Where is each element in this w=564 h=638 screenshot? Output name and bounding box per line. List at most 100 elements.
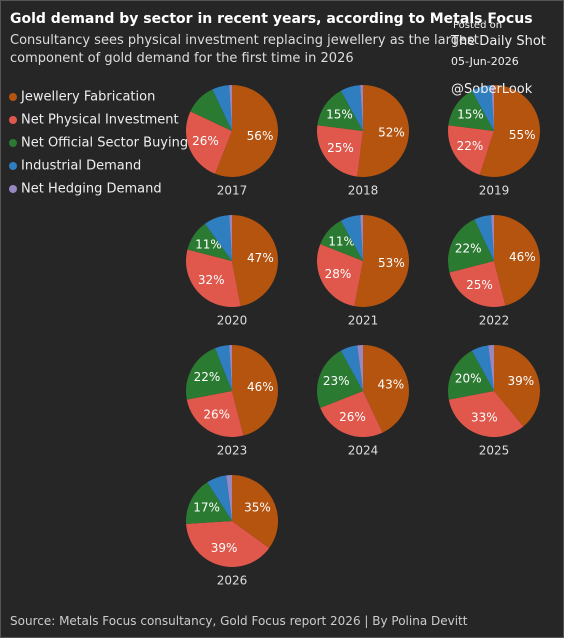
pie-slice xyxy=(449,261,506,308)
value-label: 26% xyxy=(192,134,219,148)
pie-slice xyxy=(340,215,363,261)
value-label: 39% xyxy=(507,374,534,388)
watermark: The Daily Shot xyxy=(451,34,546,49)
pie-slice xyxy=(190,89,232,131)
value-label: 23% xyxy=(323,374,350,388)
pie-slice xyxy=(471,85,494,131)
pie-slice xyxy=(229,345,232,391)
pie-slice xyxy=(340,85,363,131)
pie-label: 2021 xyxy=(348,314,379,328)
value-label: 43% xyxy=(377,377,404,391)
pie-slice xyxy=(471,345,494,391)
pie-slice xyxy=(447,219,494,273)
pie-label: 2018 xyxy=(348,184,379,198)
value-label: 15% xyxy=(326,107,353,121)
pie-slice xyxy=(474,215,494,261)
legend-label: Industrial Demand xyxy=(21,159,141,174)
pie-slice xyxy=(232,475,278,549)
value-label: 11% xyxy=(195,237,222,251)
pie-slice xyxy=(363,345,409,433)
pie-label: 2025 xyxy=(479,444,510,458)
watermark: Posted on xyxy=(453,20,503,31)
pie-slice xyxy=(187,223,232,261)
pie-slice xyxy=(317,350,363,408)
value-label: 25% xyxy=(466,278,493,292)
pie-slice xyxy=(491,85,494,131)
value-label: 26% xyxy=(339,410,366,424)
pie-label: 2017 xyxy=(217,184,248,198)
value-label: 33% xyxy=(471,410,498,424)
pie-slice xyxy=(448,125,494,175)
pie-slice xyxy=(232,345,278,436)
pie-slice xyxy=(186,482,232,524)
value-label: 35% xyxy=(244,501,271,515)
value-label: 52% xyxy=(378,125,405,139)
legend-marker xyxy=(9,185,17,193)
pie-slice xyxy=(447,350,494,400)
value-label: 56% xyxy=(247,129,274,143)
pie-slice xyxy=(317,125,363,177)
value-label: 25% xyxy=(327,141,354,155)
value-label: 22% xyxy=(455,241,482,255)
legend-label: Jewellery Fabrication xyxy=(20,90,155,105)
pie-slice xyxy=(212,85,232,131)
pie-slice xyxy=(360,85,363,131)
legend-marker xyxy=(9,93,17,101)
value-label: 55% xyxy=(509,128,536,142)
value-label: 39% xyxy=(211,541,238,555)
pie-label: 2024 xyxy=(348,444,379,458)
pie-slice xyxy=(186,348,232,400)
pie-label: 2019 xyxy=(479,184,510,198)
source: Source: Metals Focus consultancy, Gold F… xyxy=(10,614,468,628)
value-label: 22% xyxy=(194,370,221,384)
pie-slice xyxy=(448,391,524,438)
watermark: 05-Jun-2026 xyxy=(451,55,519,68)
pie-slice xyxy=(488,345,494,391)
pie-slice xyxy=(215,84,279,177)
legend-label: Net Official Sector Buying xyxy=(21,136,188,151)
legend-marker xyxy=(9,116,17,124)
pie-label: 2022 xyxy=(479,314,510,328)
pie-slice xyxy=(204,215,232,261)
pie-slice xyxy=(317,90,363,131)
pie-slice xyxy=(494,215,541,306)
pie-slice xyxy=(357,345,363,391)
value-label: 32% xyxy=(198,273,225,287)
value-label: 20% xyxy=(455,371,482,385)
pie-label: 2026 xyxy=(217,574,248,588)
value-label: 26% xyxy=(203,408,230,422)
value-label: 17% xyxy=(193,501,220,515)
pie-slice xyxy=(229,85,232,131)
pie-slice xyxy=(340,345,363,391)
value-label: 15% xyxy=(457,107,484,121)
pie-slice xyxy=(232,215,279,307)
pie-slice xyxy=(186,391,244,438)
value-label: 47% xyxy=(247,251,274,265)
pie-slice xyxy=(185,249,241,307)
pie-slice xyxy=(215,345,232,391)
chart-title: Gold demand by sector in recent years, a… xyxy=(10,11,533,27)
pie-slice xyxy=(320,220,363,261)
legend-marker xyxy=(9,162,17,170)
legend-label: Net Physical Investment xyxy=(21,113,179,128)
pie-slice xyxy=(494,345,541,427)
chart-subtitle: Consultancy sees physical investment rep… xyxy=(10,33,479,66)
value-label: 46% xyxy=(509,250,536,264)
pie-slice xyxy=(226,475,232,521)
pie-slice xyxy=(186,111,232,174)
value-label: 28% xyxy=(325,267,352,281)
pie-label: 2020 xyxy=(217,314,248,328)
pie-slice xyxy=(229,215,232,261)
pie-slice xyxy=(448,90,494,131)
pie-slice xyxy=(320,391,383,437)
value-label: 53% xyxy=(378,256,405,270)
pie-slice xyxy=(357,85,409,177)
pie-slice xyxy=(479,85,540,177)
pie-slice xyxy=(354,215,409,307)
watermark: @SoberLook xyxy=(451,82,533,97)
legend-label: Net Hedging Demand xyxy=(21,182,162,197)
pie-slice xyxy=(491,215,494,261)
pie-slice xyxy=(186,521,270,568)
value-label: 46% xyxy=(247,380,274,394)
value-label: 11% xyxy=(328,235,355,249)
